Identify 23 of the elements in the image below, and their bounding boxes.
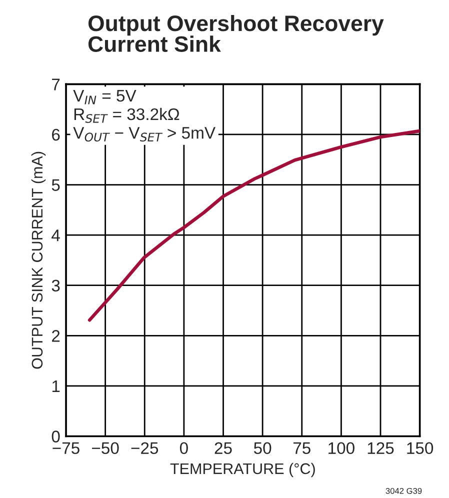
x-axis-title: TEMPERATURE (°C) — [170, 462, 315, 478]
x-tick-label: 0 — [180, 442, 188, 454]
y-tick-label: 7 — [52, 78, 60, 90]
y-tick-label: 0 — [52, 430, 60, 442]
x-tick-label: 25 — [214, 442, 232, 454]
x-tick-label: 100 — [328, 442, 354, 454]
x-tick-label: −50 — [92, 442, 119, 454]
y-tick-label: 2 — [52, 330, 60, 342]
chart-title: Output Overshoot Recovery Current Sink — [88, 14, 384, 52]
y-tick-label: 3 — [52, 280, 60, 292]
y-tick-label: 4 — [52, 230, 60, 242]
x-tick-label: −75 — [52, 442, 80, 454]
y-tick-label: 5 — [52, 179, 60, 191]
y-tick-label: 6 — [52, 128, 60, 141]
x-tick-label: 125 — [368, 442, 394, 454]
x-tick-label: 50 — [254, 442, 272, 454]
x-tick-label: 150 — [407, 442, 434, 454]
x-tick-label: 75 — [293, 442, 310, 454]
text: V$_{IN}$ = 5V R$_{SET}$ = 33.2kΩ V$_{OUT}$ − V$_{SET}$ > 5mV — [73, 90, 216, 142]
y-tick-label: 1 — [52, 380, 60, 392]
y-axis-title: OUTPUT SINK CURRENT (mA) — [31, 152, 46, 369]
text: 3042 G39 — [386, 488, 422, 494]
x-tick-label: −25 — [131, 442, 158, 454]
